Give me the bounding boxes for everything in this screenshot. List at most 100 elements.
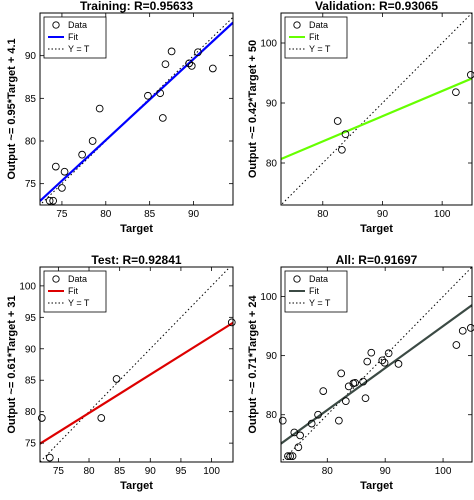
data-point	[158, 114, 167, 122]
data-point	[341, 130, 350, 139]
data-point	[452, 341, 461, 349]
legend-data-marker	[293, 21, 301, 29]
data-point	[88, 137, 97, 145]
plot-frame	[280, 12, 473, 206]
data-point	[58, 184, 66, 192]
y-tick-label: 80	[266, 410, 278, 421]
x-tick-label: 100	[435, 466, 452, 477]
y-axis-label: Output ~= 0.71*Target + 24	[247, 294, 259, 433]
data-point	[333, 117, 342, 125]
legend: Data Fit Y = T	[43, 270, 107, 313]
x-axis-label: Target	[360, 480, 393, 492]
legend-data-marker	[52, 21, 60, 29]
data-point	[156, 89, 165, 98]
y-tick-label: 80	[266, 159, 278, 170]
plot-frame	[280, 266, 473, 463]
data-point	[187, 62, 196, 70]
data-point	[37, 414, 46, 422]
legend-fit-label: Fit	[68, 286, 78, 296]
panel-title: Training: R=0.95633	[80, 0, 193, 13]
legend-identity-label: Y = T	[309, 44, 331, 54]
x-tick-label: 90	[380, 466, 392, 477]
fit-line	[40, 321, 233, 445]
legend: Data Fit Y = T	[284, 270, 348, 313]
panel-title: All: R=0.91697	[336, 253, 418, 267]
y-axis-label: Output ~= 0.61*Target + 31	[6, 295, 18, 433]
data-point	[337, 369, 346, 378]
x-tick-label: 90	[188, 209, 200, 220]
data-point	[458, 326, 467, 335]
data-point	[278, 416, 287, 425]
identity-line	[40, 267, 231, 462]
data-point	[97, 414, 106, 422]
legend-data-marker	[52, 275, 60, 283]
data-point	[367, 348, 376, 357]
data-point	[452, 88, 460, 97]
legend-data-label: Data	[309, 274, 328, 284]
x-tick-label: 80	[100, 209, 112, 220]
panel-3: 75 80 85 90 95 100 75 80 85 90 95 100 Test: R=0.9284…	[6, 253, 236, 492]
x-axis-label: Target	[360, 223, 393, 235]
y-axis-label: Output ~= 0.95*Target + 4.1	[6, 38, 18, 179]
data-point	[351, 378, 359, 387]
plot-frame	[39, 12, 234, 206]
data-point	[341, 397, 350, 405]
data-point	[45, 196, 54, 205]
data-point	[394, 360, 403, 368]
fit-line	[40, 21, 233, 202]
data-point	[335, 416, 343, 425]
data-point	[112, 375, 121, 383]
legend-data-label: Data	[309, 20, 328, 30]
data-point	[384, 349, 393, 358]
legend: Data Fit Y = T	[284, 16, 348, 59]
x-tick-label: 75	[53, 466, 65, 477]
data-point	[296, 431, 304, 440]
panel-2: 80 90 100 80 90 100 Validation: R=0.93065 Targe…	[247, 0, 474, 235]
y-tick-label: 80	[25, 407, 37, 418]
legend-identity-label: Y = T	[68, 298, 90, 308]
x-tick-label: 90	[145, 466, 157, 477]
data-point	[361, 394, 370, 403]
legend-fit-label: Fit	[309, 32, 319, 42]
data-point	[359, 377, 368, 386]
x-tick-label: 100	[434, 209, 451, 220]
y-tick-label: 75	[25, 439, 37, 450]
legend-fit-label: Fit	[68, 32, 78, 42]
data-point	[95, 104, 104, 113]
panel-title: Test: R=0.92841	[91, 253, 181, 267]
data-point	[227, 318, 236, 327]
panel-4: 80 90 100 80 90 100 All: R=0.91697 Target Output…	[247, 253, 474, 492]
y-tick-label: 100	[19, 281, 36, 292]
data-point	[363, 357, 372, 366]
x-tick-label: 75	[56, 209, 68, 220]
data-point	[307, 419, 316, 428]
data-point	[338, 145, 346, 154]
data-point	[380, 358, 389, 367]
identity-line	[281, 13, 472, 205]
data-point	[294, 443, 303, 452]
data-point	[208, 64, 217, 73]
data-point	[45, 453, 54, 462]
x-tick-label: 90	[377, 209, 389, 220]
x-axis-label: Target	[120, 223, 153, 235]
data-point	[314, 410, 322, 419]
y-tick-label: 90	[25, 344, 37, 355]
y-tick-label: 80	[25, 137, 37, 148]
y-tick-label: 85	[25, 94, 37, 105]
data-point	[378, 356, 387, 365]
panel-1: 75 80 85 90 75 80 85 90 Training: R=0.95633 Targe…	[6, 0, 234, 235]
x-tick-label: 100	[203, 466, 220, 477]
data-point	[466, 70, 474, 79]
y-tick-label: 95	[25, 313, 37, 324]
x-tick-label: 80	[317, 209, 329, 220]
legend-identity-label: Y = T	[68, 44, 90, 54]
identity-line	[281, 267, 472, 462]
data-point	[51, 162, 60, 171]
y-tick-label: 75	[25, 179, 37, 190]
panel-title: Validation: R=0.93065	[315, 0, 438, 13]
legend-fit-label: Fit	[309, 286, 319, 296]
data-point	[466, 324, 474, 332]
y-axis-label: Output ~= 0.42*Target + 50	[247, 40, 259, 178]
data-point	[288, 452, 297, 460]
